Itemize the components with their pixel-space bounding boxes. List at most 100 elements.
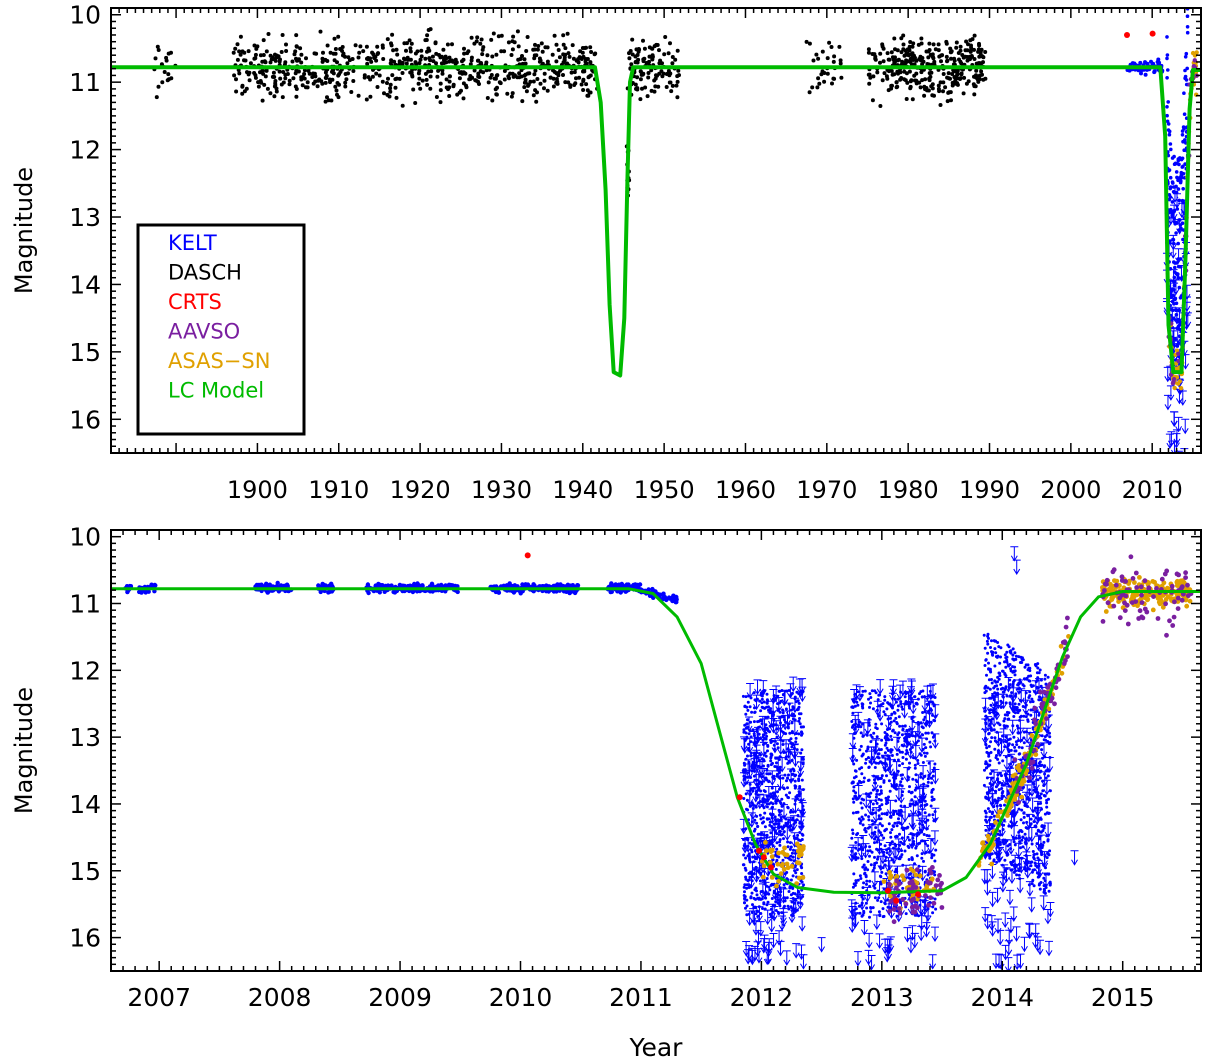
kelt-point bbox=[919, 772, 923, 776]
dasch-point bbox=[827, 40, 832, 45]
kelt-point bbox=[878, 807, 882, 811]
kelt-point bbox=[1170, 180, 1175, 184]
dasch-point bbox=[523, 61, 528, 66]
kelt-point bbox=[873, 855, 876, 859]
dasch-point bbox=[451, 82, 456, 87]
kelt-point bbox=[906, 844, 910, 848]
dasch-point bbox=[922, 93, 927, 98]
dasch-point bbox=[261, 38, 266, 43]
x-tick-label: 2000 bbox=[1040, 476, 1101, 504]
dasch-point bbox=[364, 97, 369, 102]
kelt-point bbox=[753, 827, 757, 831]
dasch-point bbox=[248, 61, 253, 66]
dasch-point bbox=[407, 38, 412, 43]
kelt-point bbox=[904, 757, 908, 761]
kelt-upper-limit-arrow bbox=[885, 841, 894, 858]
kelt-point bbox=[1177, 285, 1182, 290]
aavso-point bbox=[1176, 358, 1181, 364]
kelt-point bbox=[1167, 197, 1172, 202]
kelt-point bbox=[853, 769, 857, 773]
dasch-point bbox=[388, 86, 393, 91]
kelt-point bbox=[875, 789, 879, 793]
kelt-point bbox=[797, 701, 801, 705]
kelt-point bbox=[901, 756, 905, 759]
dasch-point bbox=[955, 72, 960, 77]
dasch-point bbox=[305, 80, 310, 85]
dasch-point bbox=[911, 41, 916, 46]
kelt-point bbox=[882, 836, 886, 840]
kelt-point bbox=[754, 886, 758, 890]
kelt-point bbox=[916, 697, 920, 701]
kelt-upper-limit-arrow bbox=[852, 684, 861, 700]
kelt-point bbox=[747, 732, 751, 736]
kelt-point bbox=[1156, 57, 1161, 62]
dasch-point bbox=[976, 47, 981, 52]
dasch-point bbox=[524, 89, 529, 94]
kelt-point bbox=[851, 711, 855, 715]
kelt-point bbox=[780, 804, 784, 808]
kelt-point bbox=[852, 789, 856, 793]
kelt-point bbox=[864, 757, 868, 761]
dasch-point bbox=[418, 86, 423, 91]
kelt-point bbox=[879, 789, 883, 793]
dasch-point bbox=[901, 33, 906, 38]
dasch-point bbox=[400, 71, 405, 75]
dasch-point bbox=[545, 88, 550, 93]
kelt-point bbox=[1176, 241, 1180, 246]
y-tick-label: 16 bbox=[69, 405, 101, 434]
kelt-point bbox=[895, 721, 899, 724]
dasch-point bbox=[334, 88, 339, 93]
kelt-point bbox=[884, 741, 888, 745]
dasch-point bbox=[491, 31, 496, 36]
dasch-point bbox=[629, 62, 634, 67]
kelt-point bbox=[278, 583, 284, 588]
kelt-point bbox=[933, 870, 936, 874]
kelt-point bbox=[858, 911, 862, 915]
dasch-point bbox=[393, 85, 398, 90]
kelt-point bbox=[784, 817, 788, 821]
kelt-upper-limit-arrow bbox=[928, 683, 937, 699]
dasch-point bbox=[442, 58, 446, 63]
kelt-point bbox=[789, 854, 793, 858]
dasch-point bbox=[628, 49, 633, 53]
dasch-point bbox=[646, 71, 651, 75]
kelt-point bbox=[870, 819, 874, 823]
kelt-point bbox=[1176, 178, 1180, 183]
kelt-point bbox=[925, 803, 929, 806]
kelt-point bbox=[902, 744, 905, 748]
kelt-upper-limit-arrow bbox=[917, 925, 926, 942]
dasch-point bbox=[255, 44, 260, 49]
kelt-point bbox=[1169, 147, 1173, 152]
dasch-point bbox=[899, 76, 904, 80]
kelt-upper-limit-arrow bbox=[768, 770, 777, 786]
dasch-point bbox=[525, 35, 530, 39]
dasch-point bbox=[878, 51, 883, 56]
dasch-point bbox=[556, 73, 561, 78]
dasch-point bbox=[332, 36, 337, 41]
kelt-point bbox=[880, 870, 884, 874]
dasch-point bbox=[476, 58, 481, 63]
dasch-point bbox=[408, 49, 413, 54]
kelt-point bbox=[800, 872, 804, 875]
dasch-point bbox=[535, 47, 540, 52]
aavso-point bbox=[1191, 63, 1197, 69]
kelt-point bbox=[854, 855, 858, 859]
kelt-point bbox=[982, 633, 986, 637]
kelt-upper-limit-arrow bbox=[1170, 204, 1179, 221]
y-axis-label: Magnitude bbox=[10, 167, 38, 294]
kelt-point bbox=[1174, 271, 1179, 276]
dasch-point bbox=[390, 32, 395, 37]
kelt-point bbox=[890, 712, 894, 716]
dasch-point bbox=[936, 42, 941, 47]
kelt-point bbox=[1172, 162, 1177, 166]
kelt-point bbox=[921, 726, 925, 730]
kelt-point bbox=[802, 883, 805, 887]
kelt-point bbox=[744, 856, 748, 860]
kelt-upper-limit-arrow bbox=[786, 816, 795, 833]
dasch-point bbox=[340, 45, 345, 49]
dasch-point bbox=[953, 81, 958, 86]
kelt-upper-limit-arrow bbox=[790, 744, 799, 760]
kelt-point bbox=[883, 828, 887, 832]
kelt-point bbox=[762, 700, 766, 704]
dasch-point bbox=[948, 76, 952, 81]
